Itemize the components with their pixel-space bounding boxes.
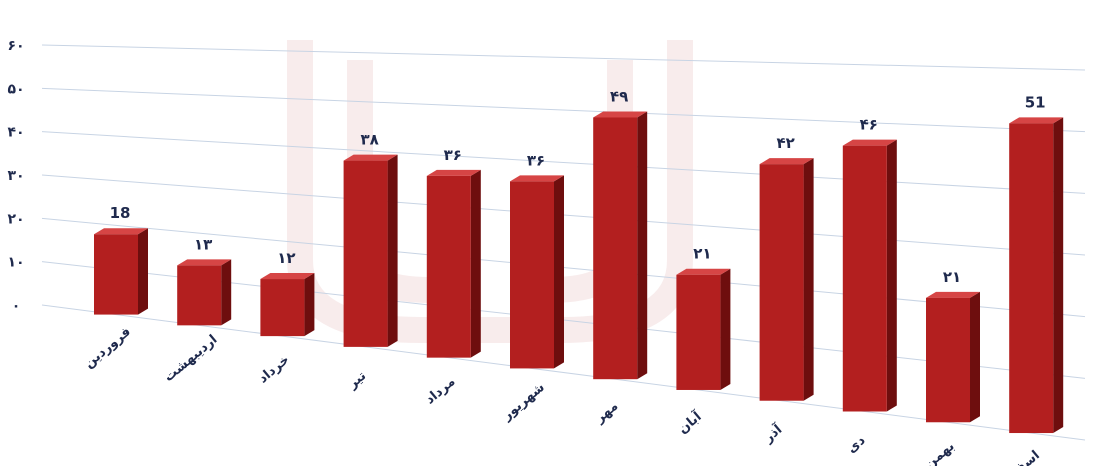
bar-side [470,169,481,358]
data-label: ۴۶ [860,116,878,134]
x-tick-label: اردیبهشت [161,332,220,385]
bar-top [94,228,148,235]
y-tick-label: ۳۰ [7,168,24,184]
bar [759,158,814,401]
bar [177,259,232,326]
bar-front [842,145,887,412]
data-label: ۱۳ [194,235,212,253]
data-label: ۳۸ [360,131,378,149]
x-tick-label: خرداد [256,352,293,386]
bar-front [510,181,554,369]
data-labels: 18 ۱۳ ۱۲ ۳۸ ۳۶ ۳۶ ۴۹ ۲۱ ۴۲ ۴۶ ۲۱ 51 [110,87,1046,285]
bar [426,169,481,358]
x-tick-label: بهمن [922,439,958,466]
bar-front [343,160,388,347]
data-label: ۴۹ [610,87,628,105]
data-label: ۲۱ [943,268,961,286]
bar [926,291,980,423]
y-tick-label: ۵۰ [7,81,24,97]
data-label: ۳۶ [444,146,462,164]
y-tick-label: ۰ [12,298,21,314]
bar [94,228,148,315]
x-tick-label: تیر [345,369,369,393]
bar-top [260,273,315,280]
x-tick-label: فروردین [82,324,134,371]
bar-front [426,175,471,358]
bar-side [803,158,814,401]
data-label: ۴۲ [776,134,794,152]
bar-side [554,175,564,369]
y-tick-label: ۴۰ [7,125,24,141]
bar-top [759,158,814,165]
bar-top [676,268,731,275]
gridline [41,87,1086,133]
data-label: ۳۶ [527,151,545,169]
bar-side [387,154,398,347]
bar-top [926,291,980,298]
bar [676,268,731,390]
x-tick-label: مرداد [423,374,459,407]
gridline [41,44,1086,71]
x-tick-label: آبان [674,408,705,438]
bar-top [842,139,897,146]
bar-top [510,175,564,182]
bar-front [676,274,721,390]
bar-front [593,117,638,380]
bar-front [926,297,970,423]
bar-top [343,154,398,161]
bar-top [177,259,232,266]
bar-front [260,279,305,337]
bar-top [426,169,481,176]
bar-front [177,265,222,326]
data-label: ۱۲ [277,249,295,267]
gridline [41,131,1086,194]
bar-top [1009,117,1064,124]
bar [1009,117,1064,434]
x-tick-label: اسفند [1003,448,1043,466]
bar [842,139,897,412]
gridline [41,304,1086,441]
x-tick-label: شهریور [499,380,548,424]
bar-side [637,111,648,380]
bar-side [1053,117,1064,434]
bar [510,175,564,369]
bar-front [94,234,138,315]
x-tick-label: مهر [592,399,621,427]
data-label: 51 [1025,93,1046,111]
bar-side [221,259,232,326]
data-label: 18 [110,204,131,222]
x-tick-label: دی [845,433,869,457]
bar-side [886,139,897,412]
y-axis: ۰ ۱۰ ۲۰ ۳۰ ۴۰ ۵۰ ۶۰ [7,38,24,314]
bar-front [759,164,804,401]
data-label: ۲۱ [693,245,711,263]
y-tick-label: ۲۰ [7,211,24,227]
bar-top [593,111,648,118]
bar-side [970,291,980,423]
bar-side [304,273,315,337]
bar-side [720,268,731,390]
bar-front [1009,123,1054,434]
bars [94,111,1064,434]
y-tick-label: ۶۰ [7,38,24,54]
bar [593,111,648,380]
bar [260,273,315,337]
bar-side [138,228,148,315]
y-tick-label: ۱۰ [7,255,24,271]
bar [343,154,398,347]
x-tick-label: آذر [759,420,785,446]
